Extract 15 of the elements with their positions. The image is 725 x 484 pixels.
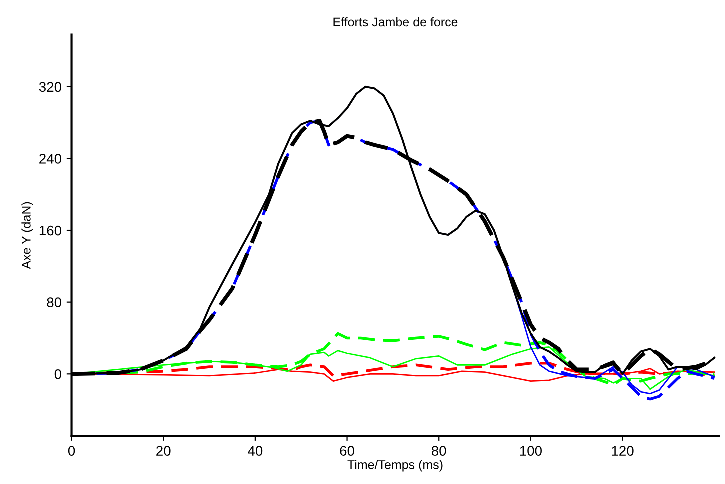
chart-title: Efforts Jambe de force <box>334 17 458 27</box>
x-tick-label: 80 <box>432 446 446 456</box>
x-tick-label: 20 <box>156 446 171 456</box>
x-tick-label: 100 <box>520 446 542 456</box>
y-tick-label: 80 <box>47 298 62 308</box>
x-tick-label: 120 <box>612 446 634 456</box>
y-tick-label: 240 <box>40 154 62 164</box>
y-tick-label: 320 <box>39 82 62 92</box>
x-axis-title: Time/Temps (ms) <box>348 460 443 472</box>
y-tick-label: 160 <box>40 226 62 236</box>
y-axis-title: Axe Y (daN) <box>22 202 34 270</box>
x-tick-label: 60 <box>340 446 354 456</box>
x-tick-label: 0 <box>68 446 76 456</box>
y-tick-label: 0 <box>54 369 62 380</box>
x-tick-label: 40 <box>248 446 263 456</box>
